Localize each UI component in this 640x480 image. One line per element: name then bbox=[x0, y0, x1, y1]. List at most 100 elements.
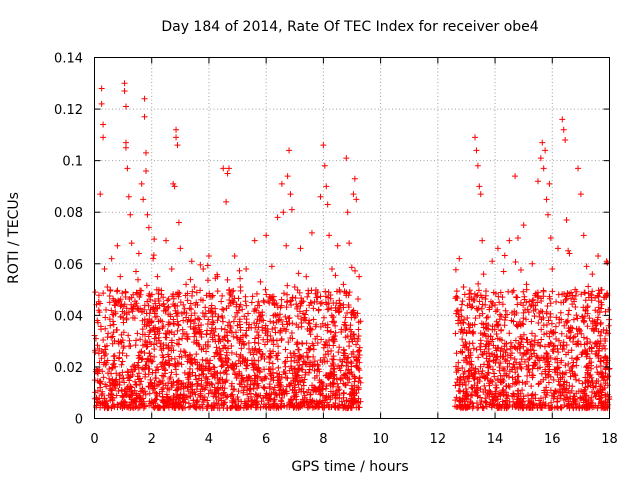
data-point bbox=[346, 343, 353, 350]
data-point bbox=[295, 356, 302, 363]
data-point bbox=[129, 306, 136, 313]
data-point bbox=[315, 306, 322, 313]
data-point bbox=[343, 290, 350, 297]
data-point bbox=[135, 370, 142, 377]
data-point bbox=[306, 320, 313, 327]
data-point bbox=[519, 387, 526, 394]
data-point bbox=[500, 387, 507, 394]
data-point bbox=[557, 386, 564, 393]
data-point bbox=[248, 357, 255, 364]
data-point bbox=[509, 403, 516, 410]
data-point bbox=[518, 335, 525, 342]
x-tick-label: 14 bbox=[487, 432, 504, 447]
data-point bbox=[468, 361, 475, 368]
data-point bbox=[274, 403, 281, 410]
data-point bbox=[325, 351, 332, 358]
data-point bbox=[236, 368, 243, 375]
data-point bbox=[166, 362, 173, 369]
data-point bbox=[581, 386, 588, 393]
data-point bbox=[319, 386, 326, 393]
data-point bbox=[307, 331, 314, 338]
data-point bbox=[593, 364, 600, 371]
data-point bbox=[541, 331, 548, 338]
data-point bbox=[356, 352, 363, 359]
data-point bbox=[184, 297, 191, 304]
data-point bbox=[303, 273, 310, 280]
data-point bbox=[144, 211, 151, 218]
data-point bbox=[128, 240, 135, 247]
data-point bbox=[212, 310, 219, 317]
data-point bbox=[463, 329, 470, 336]
data-point bbox=[273, 370, 280, 377]
data-point bbox=[482, 295, 489, 302]
data-point bbox=[352, 267, 359, 274]
data-point bbox=[124, 368, 131, 375]
data-point bbox=[123, 352, 130, 359]
data-point bbox=[559, 116, 566, 123]
data-point bbox=[555, 349, 562, 356]
data-point bbox=[338, 362, 345, 369]
data-point bbox=[567, 396, 574, 403]
data-point bbox=[279, 394, 286, 401]
data-point bbox=[564, 317, 571, 324]
data-point bbox=[197, 392, 204, 399]
data-point bbox=[586, 315, 593, 322]
data-point bbox=[111, 337, 118, 344]
data-point bbox=[293, 301, 300, 308]
data-point bbox=[453, 288, 460, 295]
data-point bbox=[471, 388, 478, 395]
data-point bbox=[120, 343, 127, 350]
data-point bbox=[504, 311, 511, 318]
data-point bbox=[229, 297, 236, 304]
data-point bbox=[570, 359, 577, 366]
data-point bbox=[233, 351, 240, 358]
data-point bbox=[547, 300, 554, 307]
data-point bbox=[270, 319, 277, 326]
data-point bbox=[141, 113, 148, 120]
data-point bbox=[296, 365, 303, 372]
data-point bbox=[242, 357, 249, 364]
data-point bbox=[272, 311, 279, 318]
data-point bbox=[555, 378, 562, 385]
data-point bbox=[171, 302, 178, 309]
data-point bbox=[517, 364, 524, 371]
data-point bbox=[254, 404, 261, 411]
data-point bbox=[243, 316, 250, 323]
data-point bbox=[192, 316, 199, 323]
data-point bbox=[101, 265, 108, 272]
data-point bbox=[151, 308, 158, 315]
data-point bbox=[258, 317, 265, 324]
data-point bbox=[459, 348, 466, 355]
data-point bbox=[603, 292, 610, 299]
data-point bbox=[282, 328, 289, 335]
data-point bbox=[134, 330, 141, 337]
data-point bbox=[504, 352, 511, 359]
data-point bbox=[534, 178, 541, 185]
data-point bbox=[455, 387, 462, 394]
data-point bbox=[343, 155, 350, 162]
data-point bbox=[454, 404, 461, 411]
data-point bbox=[177, 383, 184, 390]
data-point bbox=[291, 366, 298, 373]
data-point bbox=[149, 399, 156, 406]
data-point bbox=[558, 404, 565, 411]
data-point bbox=[135, 359, 142, 366]
data-point bbox=[465, 347, 472, 354]
data-point bbox=[480, 271, 487, 278]
data-point bbox=[158, 347, 165, 354]
data-point bbox=[515, 387, 522, 394]
data-point bbox=[592, 350, 599, 357]
data-point bbox=[139, 326, 146, 333]
data-point bbox=[501, 252, 508, 259]
data-point bbox=[518, 401, 525, 408]
data-point bbox=[494, 335, 501, 342]
data-point bbox=[253, 380, 260, 387]
data-point bbox=[298, 295, 305, 302]
data-point bbox=[278, 296, 285, 303]
chart-title: Day 184 of 2014, Rate Of TEC Index for r… bbox=[161, 19, 538, 35]
data-point bbox=[286, 314, 293, 321]
data-point bbox=[530, 296, 537, 303]
data-point bbox=[134, 362, 141, 369]
data-point bbox=[206, 366, 213, 373]
data-point bbox=[513, 294, 520, 301]
